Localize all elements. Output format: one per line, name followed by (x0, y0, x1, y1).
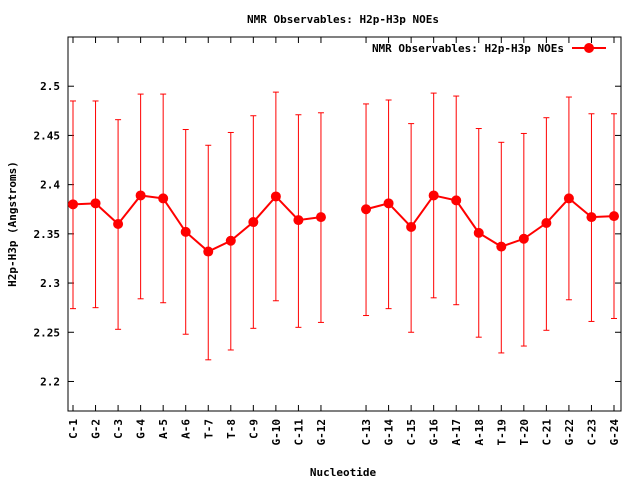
data-point (541, 218, 552, 229)
x-tick-label: T-19 (495, 419, 508, 446)
x-tick-label: T-8 (225, 419, 238, 439)
data-point (609, 211, 619, 222)
y-tick-label: 2.2 (40, 375, 60, 388)
x-tick-label: G-14 (383, 419, 396, 446)
data-point (315, 212, 326, 223)
data-point (180, 226, 191, 237)
data-point (518, 233, 529, 244)
data-point (225, 235, 236, 246)
x-tick-label: A-18 (473, 419, 486, 446)
data-point (406, 221, 417, 232)
x-tick-label: T-20 (518, 419, 531, 446)
data-point (90, 198, 101, 209)
data-point (451, 195, 462, 206)
data-point (113, 219, 124, 229)
series-line (72, 194, 322, 253)
data-point (203, 246, 214, 257)
x-tick-label: C-1 (67, 419, 80, 439)
x-tick-label: T-7 (202, 419, 215, 439)
x-tick-label: C-9 (247, 419, 260, 439)
data-point (563, 193, 574, 204)
x-tick-label: G-4 (135, 419, 148, 439)
series-points (68, 190, 619, 257)
x-axis: C-1 G-2 C-3 G-4 A-5 A-6 T-7 T-8 C-9 G-10 C-11 G-12 C… (67, 37, 621, 446)
x-tick-label: G-24 (608, 419, 621, 446)
data-point (383, 198, 394, 209)
y-axis: 2.2 2.25 2.3 2.35 2.4 2.45 2.5 (34, 80, 621, 388)
data-point (428, 190, 439, 201)
data-point (586, 212, 597, 223)
data-point (496, 241, 507, 252)
x-tick-label: C-23 (585, 419, 598, 446)
data-point (68, 199, 78, 210)
y-tick-label: 2.45 (34, 129, 61, 142)
x-tick-label: G-2 (90, 419, 103, 439)
data-point (270, 191, 281, 202)
data-point (293, 215, 304, 226)
series-line (365, 194, 615, 248)
legend: NMR Observables: H2p-H3p NOEs (372, 42, 606, 55)
x-tick-label: G-16 (428, 419, 441, 446)
x-tick-label: C-21 (540, 419, 553, 446)
data-point (473, 227, 484, 238)
y-tick-label: 2.25 (34, 326, 61, 339)
legend-marker (584, 43, 594, 53)
x-tick-label: C-13 (360, 419, 373, 446)
data-point (135, 190, 146, 201)
x-tick-label: C-3 (112, 419, 125, 439)
x-tick-label: A-5 (157, 419, 170, 439)
legend-label: NMR Observables: H2p-H3p NOEs (372, 42, 564, 55)
plot-frame (67, 36, 622, 412)
series-lines (72, 194, 615, 253)
chart-title: NMR Observables: H2p-H3p NOEs (247, 13, 439, 26)
x-tick-label: A-17 (450, 419, 463, 446)
error-bars (70, 91, 617, 361)
x-tick-label: G-22 (563, 419, 576, 446)
data-point (248, 217, 259, 228)
x-tick-label: C-15 (405, 419, 418, 446)
y-tick-label: 2.5 (40, 80, 60, 93)
y-tick-label: 2.4 (40, 179, 60, 192)
data-point (361, 204, 372, 215)
x-axis-label: Nucleotide (310, 466, 377, 479)
x-tick-label: C-11 (292, 419, 305, 446)
y-tick-label: 2.35 (34, 228, 61, 241)
x-tick-label: A-6 (180, 419, 193, 439)
x-tick-label: G-10 (270, 419, 283, 446)
y-axis-label: H2p-H3p (Angstroms) (6, 161, 19, 287)
data-point (158, 193, 169, 204)
y-tick-label: 2.3 (40, 277, 60, 290)
x-tick-label: G-12 (315, 419, 328, 446)
